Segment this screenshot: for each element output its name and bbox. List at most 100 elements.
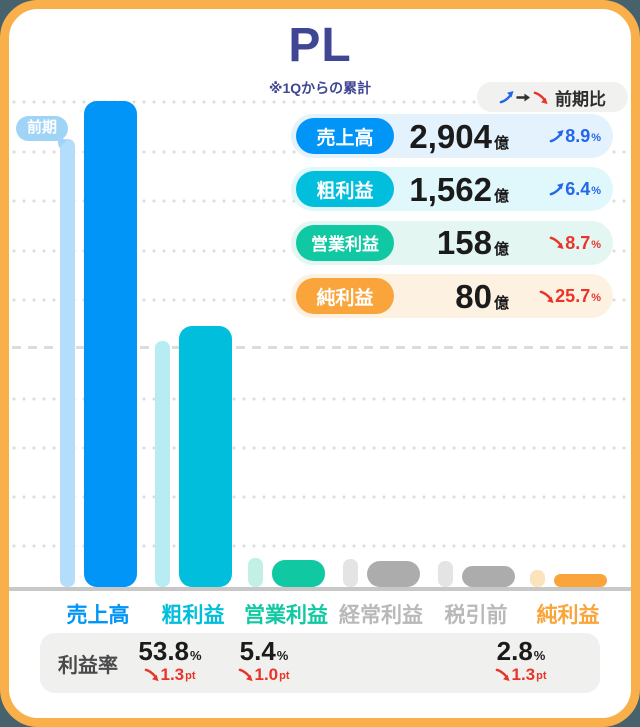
margin-value-unit: % [533,648,546,663]
margin-change-unit: pt [536,670,547,682]
margin-col-営業利益: 5.4% 1.0 pt [216,638,312,683]
stat-change: 6.4% [509,180,601,198]
gridline [12,100,628,104]
gridline [12,495,628,499]
margin-col-純利益: 2.8% 1.3 pt [473,638,569,683]
margin-col-粗利益: 53.8% 1.3 pt [122,638,218,683]
stat-value-unit: 億 [493,294,509,312]
stat-value-unit: 億 [493,134,509,152]
stat-change: 8.7% [509,234,601,252]
stat-change: 8.9% [509,127,601,145]
bar-current-粗利益 [179,326,232,587]
profit-margin-label: 利益率 [58,654,118,677]
stat-change-unit: % [591,185,601,198]
stat-change: 25.7% [509,287,601,305]
margin-value: 53.8% [122,638,218,664]
bar-prev-営業利益 [248,558,263,587]
bar-prev-経常利益 [343,559,358,587]
bar-prev-純利益 [530,570,545,587]
margin-value-number: 53.8 [138,636,190,666]
stat-change-unit: % [591,292,601,305]
stat-change-unit: % [591,238,601,251]
category-label-売上高: 売上高 [66,604,130,627]
stat-row-売上高: 売上高 2,904 億 8.9% [291,114,613,158]
up-right-arrow-icon [549,129,564,142]
previous-period-badge: 前期 [16,116,69,141]
right-arrow-icon [516,93,531,101]
bar-current-営業利益 [272,560,325,587]
gridline-dashed [12,346,628,349]
stat-value-number: 158 [436,224,492,262]
bar-prev-粗利益 [155,341,170,587]
margin-value: 2.8% [473,638,569,664]
down-right-arrow-icon [533,91,548,104]
speech-bubble-tail [57,137,67,148]
margin-value-unit: % [276,648,289,663]
stat-change-number: 8.9 [565,126,591,146]
bar-current-税引前 [462,566,515,587]
down-right-arrow-icon [549,236,564,250]
stat-pill-粗利益: 粗利益 [296,171,394,208]
category-label-営業利益: 営業利益 [244,604,328,627]
stat-value-unit: 億 [493,187,509,205]
stat-value-number: 80 [455,277,492,315]
stat-value: 2,904 億 [409,120,509,153]
margin-change: 1.3 pt [122,666,218,683]
category-label-粗利益: 粗利益 [161,604,225,627]
stat-change-number: 25.7 [555,286,591,307]
down-right-arrow-icon [239,668,254,682]
profit-margin-panel: 利益率 53.8% 1.3 pt 5.4% 1.0 pt 2.8% 1.3 pt [40,633,600,693]
stat-pill-営業利益: 営業利益 [296,224,394,261]
stat-pill-純利益: 純利益 [296,278,394,315]
page-subtitle: ※1Qからの累計 [268,80,372,96]
bar-prev-税引前 [438,561,453,587]
margin-value: 5.4% [216,638,312,664]
stat-row-純利益: 純利益 80 億 25.7% [291,274,613,319]
category-label-純利益: 純利益 [536,604,600,627]
category-label-税引前: 税引前 [444,604,508,627]
margin-change-unit: pt [279,670,290,682]
period-comparison-legend: 前期比 [477,82,628,112]
margin-change-number: 1.0 [254,665,279,684]
stat-change-unit: % [591,132,601,144]
stat-change-number: 8.7 [565,232,591,253]
margin-value-number: 5.4 [239,636,276,666]
legend-label: 前期比 [555,89,606,109]
bar-current-純利益 [554,574,607,587]
stat-value: 80 億 [455,280,509,313]
margin-change: 1.3 pt [473,666,569,683]
stat-value-number: 1,562 [409,170,492,208]
margin-change: 1.0 pt [216,666,312,683]
stat-value: 158 億 [437,226,509,259]
stat-value: 1,562 億 [409,173,509,206]
bar-current-売上高 [84,101,137,587]
down-right-arrow-icon [145,668,160,682]
category-label-経常利益: 経常利益 [339,604,423,627]
bar-current-経常利益 [367,561,420,587]
gridline [12,446,628,450]
down-right-arrow-icon [496,668,511,682]
gridline [12,544,628,548]
stat-row-営業利益: 営業利益 158 億 8.7% [291,220,613,265]
x-axis-baseline [9,587,631,591]
up-right-arrow-icon [549,182,564,196]
bar-prev-売上高 [60,139,75,587]
margin-change-unit: pt [185,670,196,682]
gridline [12,397,628,401]
margin-change-number: 1.3 [511,665,536,684]
margin-value-number: 2.8 [496,636,533,666]
stat-value-number: 2,904 [409,117,492,155]
stat-row-粗利益: 粗利益 1,562 億 6.4% [291,167,613,212]
legend-arrow-icons [499,90,548,105]
page-title: PL [288,19,352,72]
margin-value-unit: % [190,648,202,663]
up-right-arrow-icon [499,90,514,103]
stat-pill-売上高: 売上高 [296,118,394,154]
down-right-arrow-icon [539,290,554,303]
stat-change-number: 6.4 [565,179,591,200]
margin-change-number: 1.3 [160,665,185,684]
stat-value-unit: 億 [493,241,509,259]
